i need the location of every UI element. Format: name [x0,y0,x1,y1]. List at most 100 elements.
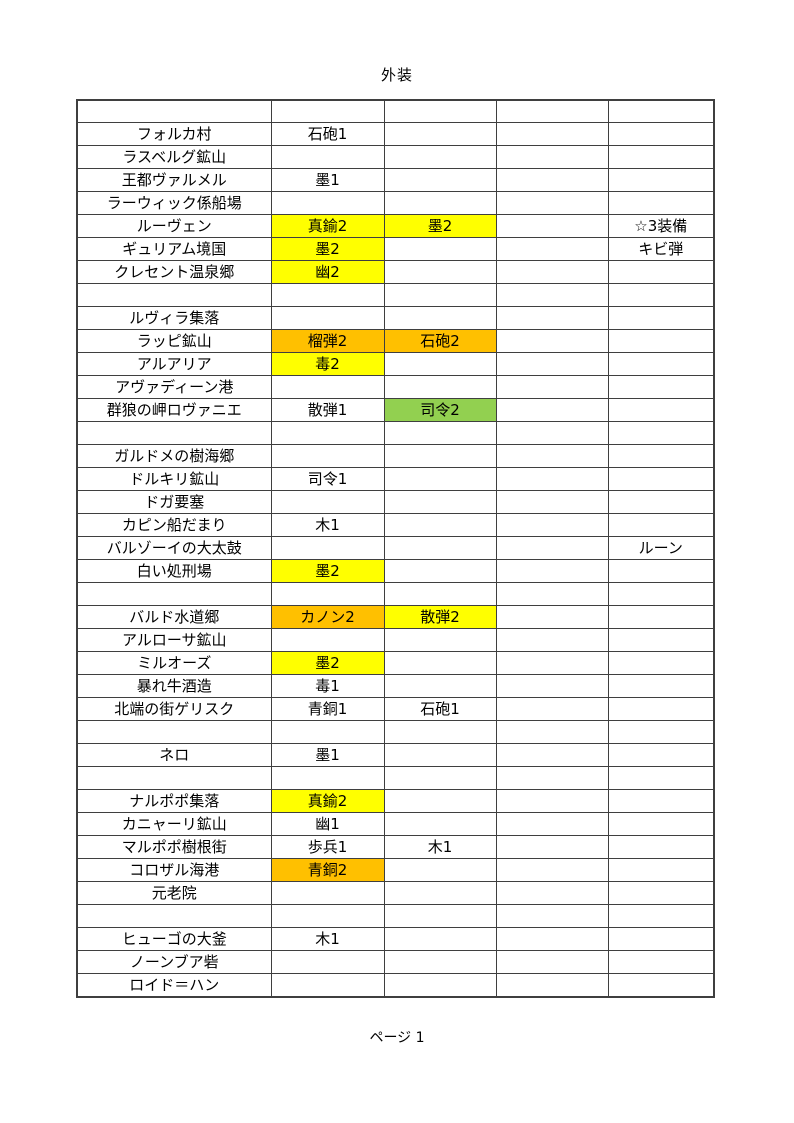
cell-slot3 [495,973,609,998]
cell-location: 群狼の岬ロヴァニエ [76,398,272,422]
cell-slot3 [495,306,609,330]
cell-slot1 [270,881,385,905]
cell-location [76,421,272,445]
table-row: バルゾーイの大太鼓 ルーン [76,536,715,560]
table-row: 白い処刑場 墨2 [76,559,715,583]
cell-slot3 [495,191,609,215]
cell-slot1: カノン2 [270,605,385,629]
cell-slot2 [383,674,497,698]
cell-note [607,582,715,606]
cell-slot2 [383,881,497,905]
cell-location: ノーンブア砦 [76,950,272,974]
cell-slot2 [383,99,497,123]
cell-slot3 [495,329,609,353]
cell-slot2 [383,743,497,767]
cell-slot2: 石砲2 [383,329,497,353]
cell-location: クレセント温泉郷 [76,260,272,284]
table-row: ヒューゴの大釜 木1 [76,927,715,951]
cell-slot2 [383,766,497,790]
cell-slot3 [495,260,609,284]
cell-note [607,329,715,353]
cell-slot3 [495,490,609,514]
table-row: ラーウィック係船場 [76,191,715,215]
cell-slot2: 墨2 [383,214,497,238]
cell-location: ラーウィック係船場 [76,191,272,215]
table-row: ルーヴェン 真鍮2 墨2 ☆3装備 [76,214,715,238]
table-row [76,421,715,445]
table-row: カピン船だまり 木1 [76,513,715,537]
equipment-table: フォルカ村 石砲1 ラスベルグ鉱山 王都ヴァルメル 墨1 ラーウィック係船場 ルーヴェン 真鍮… [76,99,715,998]
cell-slot2 [383,720,497,744]
cell-slot2 [383,927,497,951]
cell-location: ドガ要塞 [76,490,272,514]
cell-slot2: 司令2 [383,398,497,422]
cell-slot1 [270,306,385,330]
cell-slot3 [495,237,609,261]
cell-note [607,927,715,951]
cell-note [607,835,715,859]
table-row [76,283,715,307]
cell-slot2 [383,375,497,399]
cell-location: ルーヴェン [76,214,272,238]
cell-note [607,306,715,330]
cell-note [607,881,715,905]
cell-location: ギュリアム境国 [76,237,272,261]
cell-slot3 [495,628,609,652]
cell-slot1: 墨2 [270,651,385,675]
table-row: ルヴィラ集落 [76,306,715,330]
cell-note [607,973,715,998]
cell-slot2 [383,352,497,376]
cell-location: アルローサ鉱山 [76,628,272,652]
cell-slot3 [495,214,609,238]
cell-note [607,720,715,744]
cell-location: 白い処刑場 [76,559,272,583]
cell-slot1: 墨2 [270,237,385,261]
cell-location: カピン船だまり [76,513,272,537]
cell-slot3 [495,536,609,560]
cell-location: マルポポ樹根街 [76,835,272,859]
table-row: ノーンブア砦 [76,950,715,974]
cell-location: ヒューゴの大釜 [76,927,272,951]
cell-slot1 [270,720,385,744]
cell-location: アルアリア [76,352,272,376]
cell-location: 王都ヴァルメル [76,168,272,192]
cell-slot1 [270,421,385,445]
cell-location: 暴れ牛酒造 [76,674,272,698]
cell-location: バルゾーイの大太鼓 [76,536,272,560]
cell-slot3 [495,168,609,192]
cell-note [607,674,715,698]
cell-slot1: 真鍮2 [270,214,385,238]
cell-slot2 [383,306,497,330]
cell-slot1: 木1 [270,513,385,537]
table-row: ナルポポ集落 真鍮2 [76,789,715,813]
cell-slot1 [270,490,385,514]
cell-note: ☆3装備 [607,214,715,238]
table-row: フォルカ村 石砲1 [76,122,715,146]
cell-slot3 [495,375,609,399]
table-row: ドガ要塞 [76,490,715,514]
table-row: 北端の街ゲリスク 青銅1 石砲1 [76,697,715,721]
cell-slot2 [383,444,497,468]
cell-slot1: 幽1 [270,812,385,836]
table-row: 群狼の岬ロヴァニエ 散弾1 司令2 [76,398,715,422]
cell-slot3 [495,904,609,928]
cell-note [607,789,715,813]
cell-note [607,467,715,491]
table-row: ロイド＝ハン [76,973,715,998]
cell-slot3 [495,927,609,951]
cell-slot2: 散弾2 [383,605,497,629]
cell-slot1: 木1 [270,927,385,951]
cell-slot1 [270,283,385,307]
cell-slot1: 青銅1 [270,697,385,721]
cell-slot1 [270,766,385,790]
cell-slot2 [383,651,497,675]
cell-location [76,283,272,307]
cell-slot3 [495,421,609,445]
table-row: ドルキリ鉱山 司令1 [76,467,715,491]
cell-slot3 [495,651,609,675]
cell-slot2 [383,858,497,882]
cell-slot2 [383,950,497,974]
cell-note [607,99,715,123]
cell-slot2 [383,559,497,583]
cell-slot3 [495,283,609,307]
